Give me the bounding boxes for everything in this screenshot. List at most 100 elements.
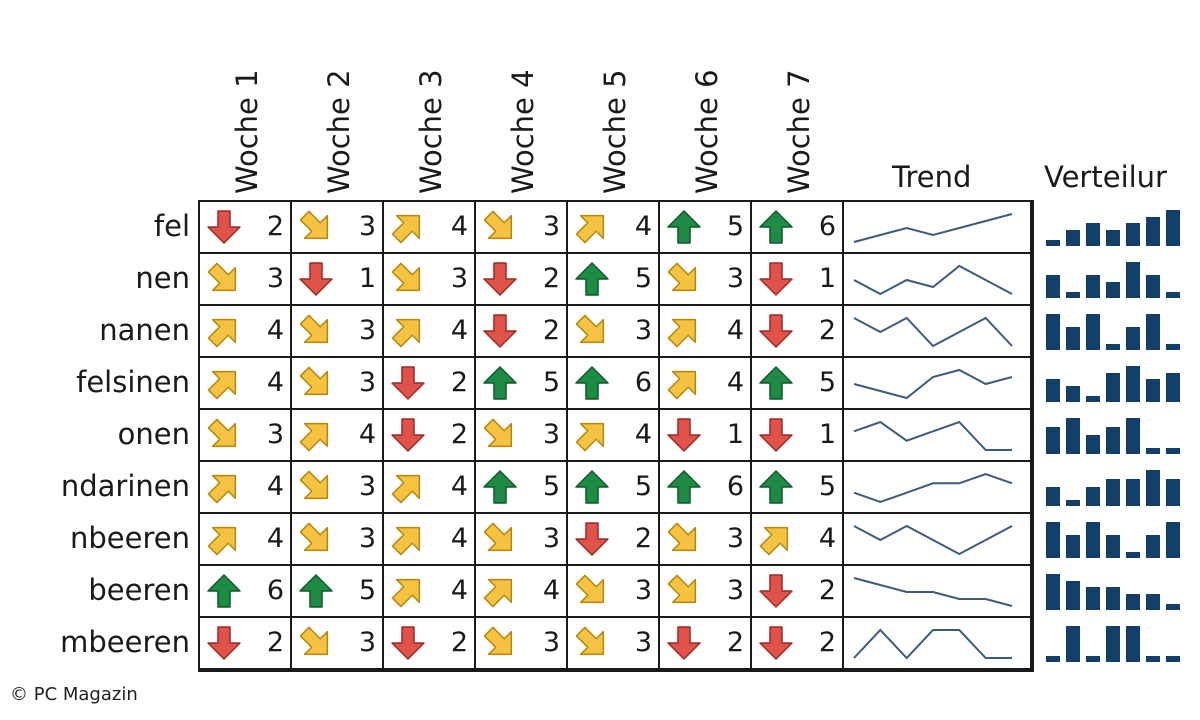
value-cell: 4	[292, 410, 384, 462]
cell-value: 2	[542, 315, 560, 346]
arrow-up-green-icon	[483, 470, 517, 504]
value-cell: 2	[568, 514, 660, 566]
distribution-bar	[1066, 535, 1080, 558]
value-cell: 2	[476, 254, 568, 306]
value-cell: 2	[384, 410, 476, 462]
distribution-bar	[1066, 418, 1080, 454]
cell-value: 4	[450, 211, 468, 242]
value-cell: 1	[292, 254, 384, 306]
arrow-up-right-yellow-icon	[391, 578, 421, 608]
value-cell: 3	[292, 514, 384, 566]
row-label-onen: onen	[117, 417, 190, 451]
arrow-down-right-yellow-icon	[299, 470, 329, 500]
arrow-down-red-icon	[759, 262, 793, 296]
cell-value: 3	[634, 315, 652, 346]
arrow-up-right-yellow-icon	[391, 474, 421, 504]
row-label-felsinen: felsinen	[76, 365, 190, 399]
row-label-nbeeren: nbeeren	[70, 521, 190, 555]
value-cell: 5	[752, 358, 844, 410]
distribution-bar	[1066, 292, 1080, 298]
arrow-down-right-yellow-icon	[207, 418, 237, 448]
arrow-down-red-icon	[759, 418, 793, 452]
distribution-bar	[1066, 500, 1080, 506]
distribution-bar	[1066, 626, 1080, 662]
cell-value: 2	[266, 211, 284, 242]
value-cell: 4	[200, 306, 292, 358]
distribution-bars-cell	[1046, 410, 1196, 462]
arrow-down-right-yellow-icon	[299, 366, 329, 396]
cell-value: 6	[634, 367, 652, 398]
arrow-up-green-icon	[207, 574, 241, 608]
trend-sparkline-cell	[844, 410, 1032, 462]
distribution-bar	[1166, 210, 1180, 246]
cell-value: 3	[542, 211, 560, 242]
cell-value: 2	[542, 263, 560, 294]
value-cell: 4	[200, 514, 292, 566]
distribution-bar	[1146, 470, 1160, 506]
trend-sparkline-cell	[844, 358, 1032, 410]
cell-value: 4	[726, 315, 744, 346]
cell-value: 1	[818, 263, 836, 294]
value-cell: 4	[568, 410, 660, 462]
value-cell: 5	[476, 358, 568, 410]
row-label-fel: fel	[153, 209, 190, 243]
arrow-up-green-icon	[759, 470, 793, 504]
arrow-down-red-icon	[483, 262, 517, 296]
value-cell: 3	[292, 202, 384, 254]
cell-value: 4	[450, 523, 468, 554]
distribution-bar	[1166, 656, 1180, 662]
value-cell: 2	[476, 306, 568, 358]
cell-value: 3	[266, 419, 284, 450]
distribution-bar	[1126, 478, 1140, 506]
value-cell: 2	[200, 618, 292, 670]
distribution-bar	[1046, 656, 1060, 662]
distribution-bar	[1126, 366, 1140, 402]
trend-sparkline-cell	[844, 306, 1032, 358]
arrow-down-red-icon	[391, 418, 425, 452]
trend-sparkline-cell	[844, 618, 1032, 670]
distribution-bar	[1046, 522, 1060, 558]
value-cell: 3	[292, 462, 384, 514]
value-cell: 4	[384, 462, 476, 514]
value-cell: 2	[384, 618, 476, 670]
trend-sparkline	[853, 368, 1013, 400]
arrow-up-right-yellow-icon	[207, 526, 237, 556]
cell-value: 2	[450, 419, 468, 450]
distribution-bar	[1146, 535, 1160, 558]
distribution-bar	[1126, 262, 1140, 298]
value-cell: 3	[660, 566, 752, 618]
distribution-bar	[1106, 478, 1120, 506]
value-cell: 3	[568, 306, 660, 358]
cell-value: 5	[818, 367, 836, 398]
row-label-ndarinen: ndarinen	[60, 469, 190, 503]
arrow-up-green-icon	[759, 366, 793, 400]
row-label-nanen: nanen	[99, 313, 190, 347]
arrow-down-right-yellow-icon	[299, 210, 329, 240]
table-outline	[198, 200, 1034, 672]
distribution-bars-cell	[1046, 514, 1196, 566]
column-header-woche-6: Woche 6	[690, 69, 724, 194]
cell-value: 2	[818, 315, 836, 346]
distribution-bars-cell	[1046, 462, 1196, 514]
arrow-down-red-icon	[759, 314, 793, 348]
value-cell: 5	[660, 202, 752, 254]
value-cell: 6	[200, 566, 292, 618]
distribution-bar	[1046, 487, 1060, 506]
trend-sparkline	[853, 577, 1013, 607]
arrow-up-green-icon	[759, 210, 793, 244]
column-header-woche-2: Woche 2	[322, 69, 356, 194]
distribution-bar	[1086, 314, 1100, 350]
arrow-down-right-yellow-icon	[299, 314, 329, 344]
cell-value: 4	[450, 315, 468, 346]
arrow-up-green-icon	[667, 210, 701, 244]
copyright-notice: © PC Magazin	[10, 684, 138, 705]
distribution-bar	[1166, 344, 1180, 350]
cell-value: 5	[634, 263, 652, 294]
arrow-down-right-yellow-icon	[575, 574, 605, 604]
distribution-bar	[1086, 223, 1100, 246]
arrow-down-right-yellow-icon	[483, 210, 513, 240]
cell-value: 5	[358, 575, 376, 606]
cell-value: 5	[542, 367, 560, 398]
distribution-bar	[1106, 344, 1120, 350]
arrow-down-right-yellow-icon	[575, 626, 605, 656]
